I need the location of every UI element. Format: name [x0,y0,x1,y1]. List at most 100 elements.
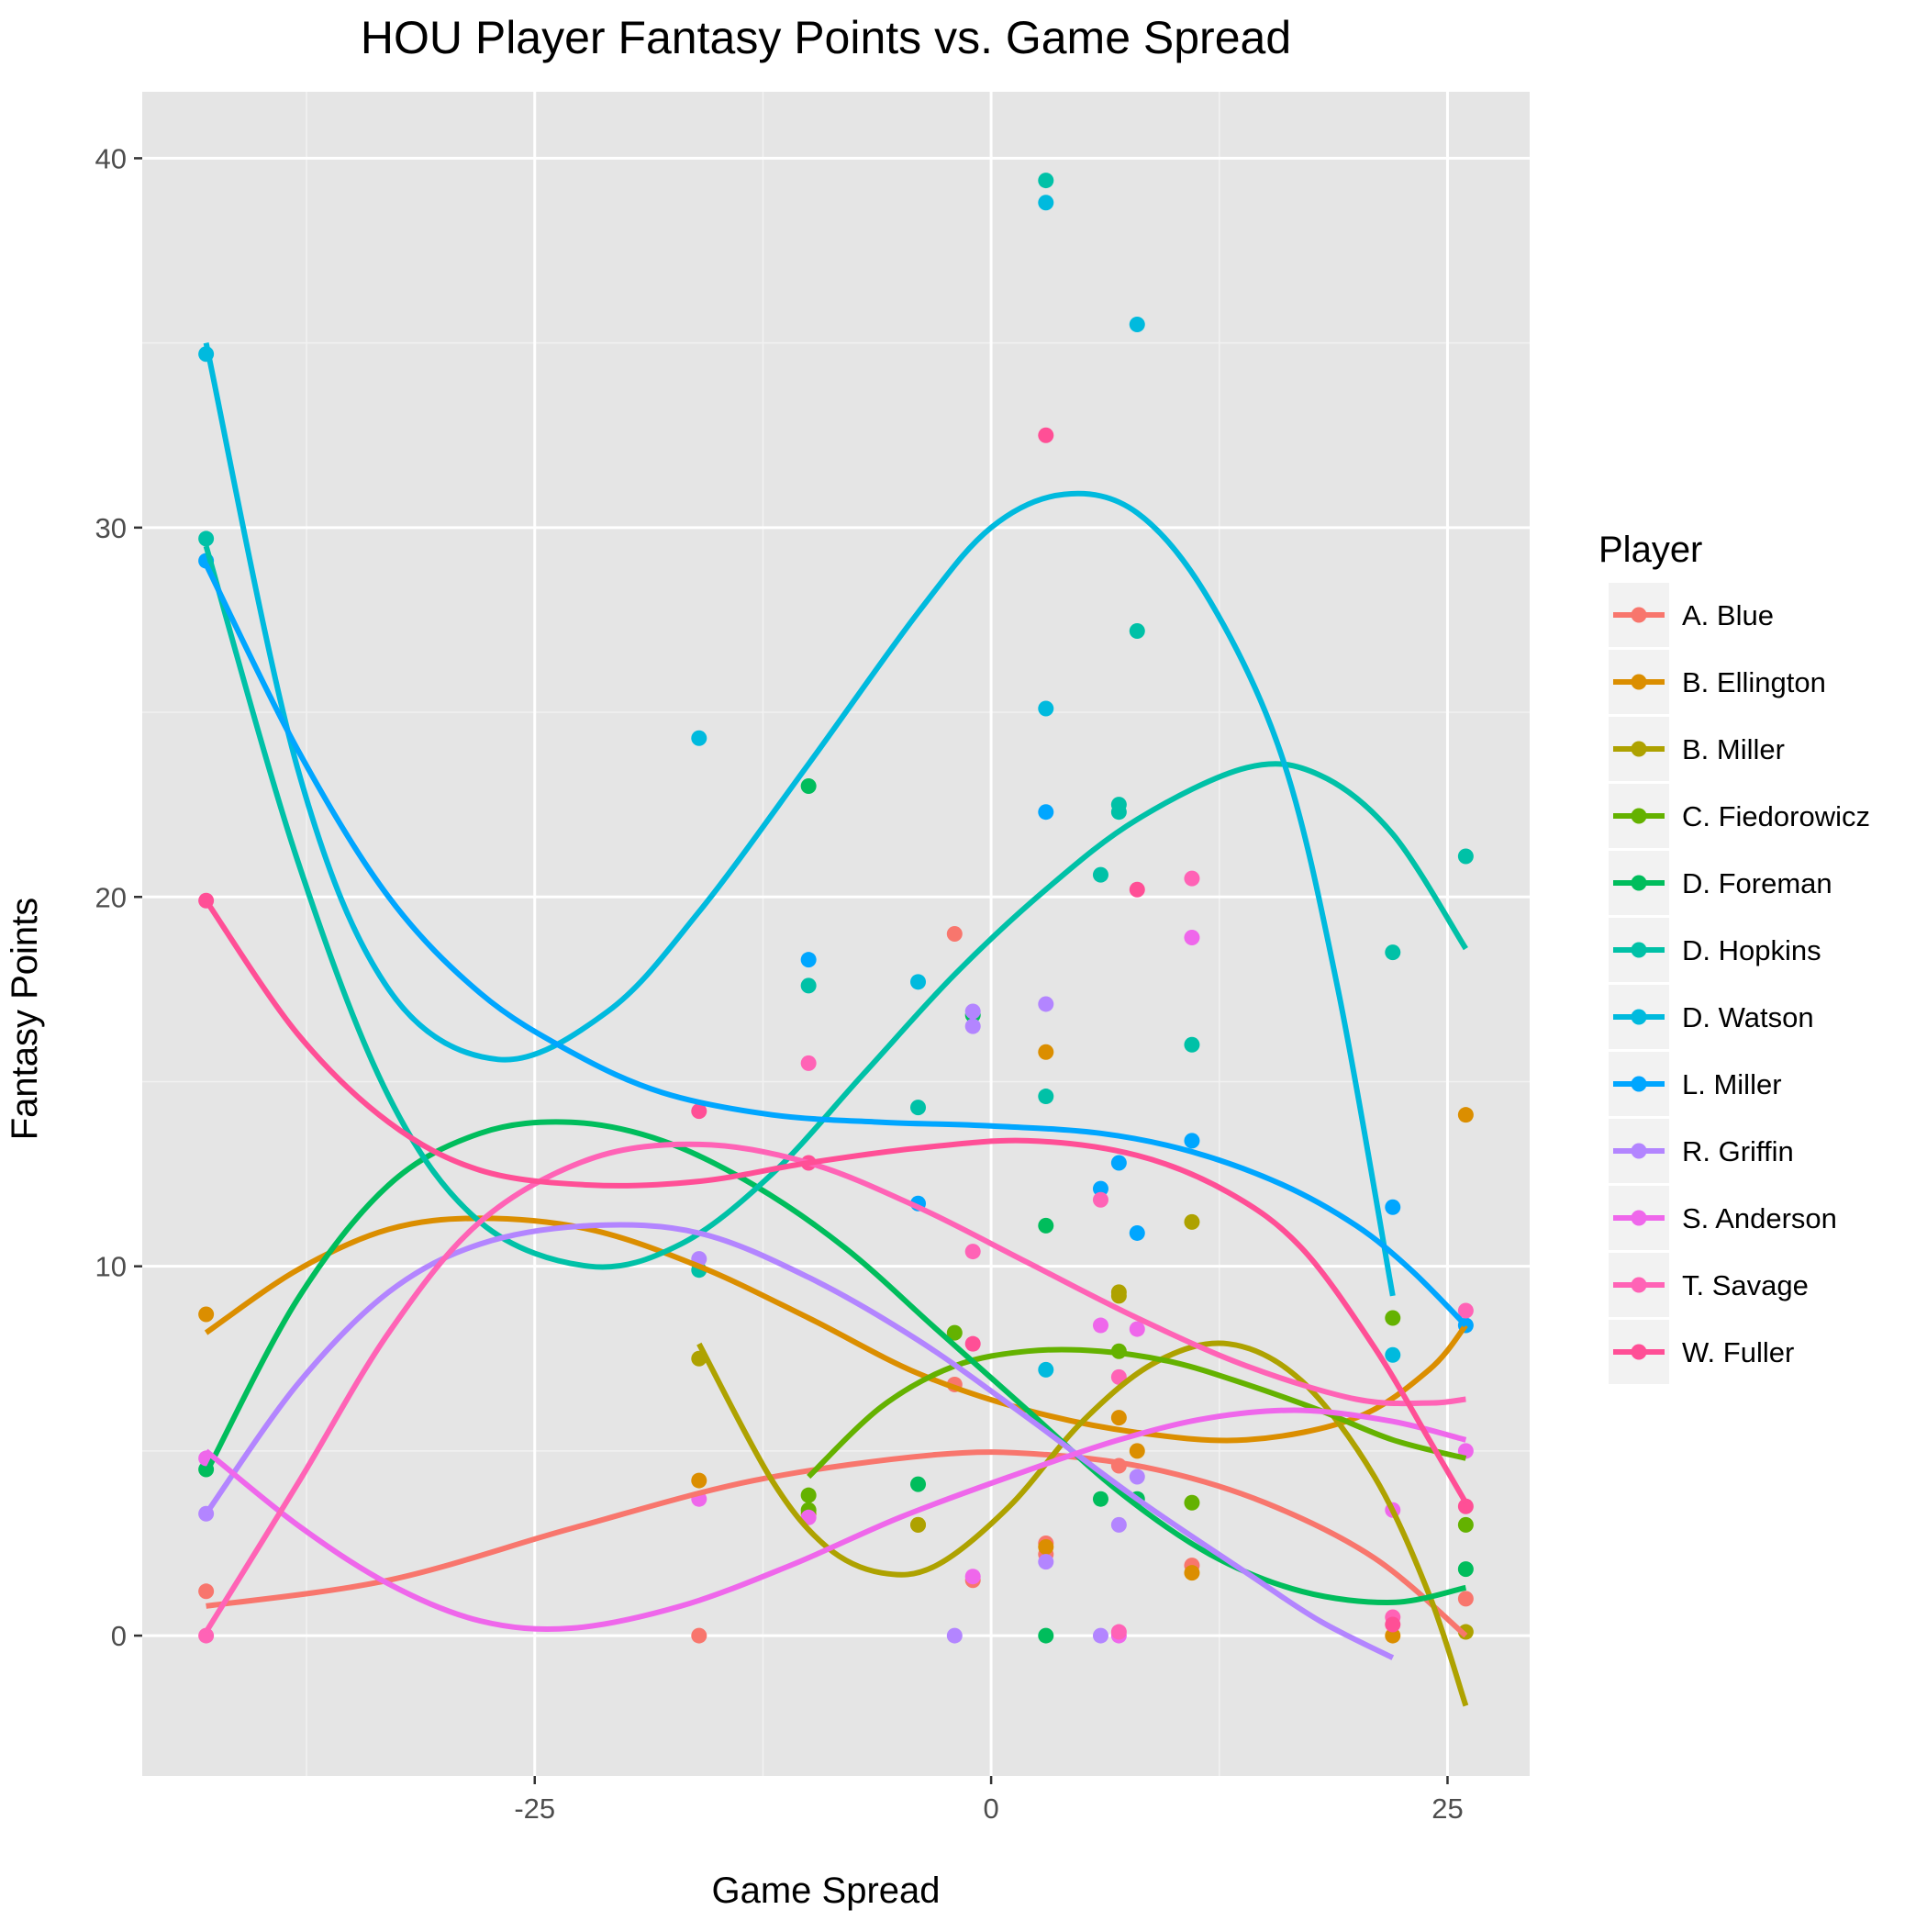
legend-label-s-anderson: S. Anderson [1682,1202,1837,1234]
legend-label-t-savage: T. Savage [1682,1269,1809,1301]
data-point-a-blue [946,926,963,942]
data-point-l-miller [1038,804,1054,821]
data-point-d-hopkins [1038,1089,1054,1105]
legend-title: Player [1598,530,1702,570]
data-point-d-hopkins [910,1100,927,1116]
x-tick-label: 0 [983,1792,998,1825]
data-point-b-miller [1184,1213,1200,1230]
data-point-c-fiedorowicz [800,1487,817,1503]
data-point-t-savage [800,1055,817,1071]
x-tick-label: 25 [1431,1792,1463,1825]
y-tick-label: 30 [95,512,127,544]
data-point-d-hopkins [1129,623,1145,640]
data-point-a-blue [198,1583,215,1600]
data-point-t-savage [1110,1624,1127,1640]
data-point-c-fiedorowicz [1457,1516,1474,1533]
data-point-c-fiedorowicz [1184,1494,1200,1511]
data-point-b-ellington [691,1472,707,1489]
data-point-r-griffin [1129,1469,1145,1485]
legend-marker-d-watson [1631,1009,1647,1025]
data-point-r-griffin [1092,1627,1108,1644]
smoother-line-w-fuller [204,899,1468,1504]
data-point-b-ellington [1110,1410,1127,1426]
data-point-s-anderson [1092,1317,1108,1334]
legend-item-d-foreman: D. Foreman [1609,851,1832,915]
smoother-line-b-ellington [204,1215,1468,1444]
legend-label-r-griffin: R. Griffin [1682,1135,1794,1167]
data-point-l-miller [800,952,817,968]
data-point-w-fuller [691,1103,707,1120]
data-point-d-foreman [1038,1217,1054,1234]
smoother-line-a-blue [206,1449,1468,1638]
data-point-r-griffin [1110,1516,1127,1533]
data-point-l-miller [1110,1155,1127,1171]
smoother-line-r-griffin [204,1222,1395,1660]
data-point-d-watson [910,974,927,990]
data-point-d-hopkins [800,977,817,994]
data-point-d-watson [691,730,707,746]
data-point-t-savage [1457,1302,1474,1319]
data-point-a-blue [1457,1591,1474,1607]
legend-label-d-foreman: D. Foreman [1682,867,1832,899]
y-tick-label: 10 [95,1251,127,1283]
legend-item-l-miller: L. Miller [1609,1052,1782,1116]
data-point-w-fuller [1038,427,1054,443]
data-point-d-foreman [800,778,817,795]
legend-item-d-watson: D. Watson [1609,985,1814,1049]
data-point-c-fiedorowicz [1385,1310,1401,1326]
data-point-l-miller [1092,1180,1108,1197]
data-point-w-fuller [964,1335,981,1352]
data-point-t-savage [198,1627,215,1644]
plot-area [142,92,1530,1776]
data-point-t-savage [1092,1191,1108,1208]
legend-item-w-fuller: W. Fuller [1609,1320,1794,1384]
legend-label-c-fiedorowicz: C. Fiedorowicz [1682,800,1870,832]
data-point-b-ellington [1038,1539,1054,1556]
data-point-b-miller [910,1516,927,1533]
data-point-b-ellington [1385,1627,1401,1644]
data-point-w-fuller [1457,1498,1474,1514]
smoother-line-d-hopkins [203,545,1468,1270]
legend-marker-d-hopkins [1631,942,1647,958]
legend-item-a-blue: A. Blue [1609,583,1774,647]
gridlines [142,92,1530,1776]
smoother-lines [203,341,1469,1707]
data-point-b-ellington [1457,1107,1474,1123]
legend-label-d-watson: D. Watson [1682,1001,1814,1033]
legend-label-b-miller: B. Miller [1682,733,1785,765]
legend-marker-d-foreman [1631,875,1647,891]
smoother-line-c-fiedorowicz [807,1346,1467,1480]
legend: Player A. Blue B. Ellington B. Miller C. Fi… [1598,530,1870,1384]
y-tick-label: 0 [111,1620,127,1652]
data-point-l-miller [1385,1199,1401,1215]
smoother-line-s-anderson [204,1407,1467,1633]
data-point-s-anderson [1129,1321,1145,1337]
legend-marker-t-savage [1631,1277,1647,1293]
plot-panel [142,92,1530,1776]
data-point-s-anderson [1184,930,1200,946]
data-point-r-griffin [1038,1554,1054,1570]
legend-marker-a-blue [1631,607,1647,623]
data-point-d-hopkins [1184,1036,1200,1053]
legend-marker-w-fuller [1631,1344,1647,1360]
data-point-r-griffin [964,1003,981,1020]
data-point-w-fuller [1129,881,1145,898]
data-point-l-miller [1129,1224,1145,1241]
legend-marker-c-fiedorowicz [1631,808,1647,824]
data-point-t-savage [964,1244,981,1260]
data-point-c-fiedorowicz [946,1324,963,1341]
smoother-line-d-watson [203,341,1396,1297]
data-point-d-watson [1038,195,1054,211]
data-point-d-watson [1038,1361,1054,1378]
data-point-d-foreman [1092,1491,1108,1507]
legend-marker-r-griffin [1631,1143,1647,1159]
data-point-a-blue [691,1627,707,1644]
legend-label-b-ellington: B. Ellington [1682,666,1826,698]
data-point-r-griffin [964,1018,981,1034]
y-tick-label: 40 [95,142,127,174]
legend-item-c-fiedorowicz: C. Fiedorowicz [1609,784,1870,848]
legend-marker-b-miller [1631,741,1647,757]
data-point-d-hopkins [1385,944,1401,961]
